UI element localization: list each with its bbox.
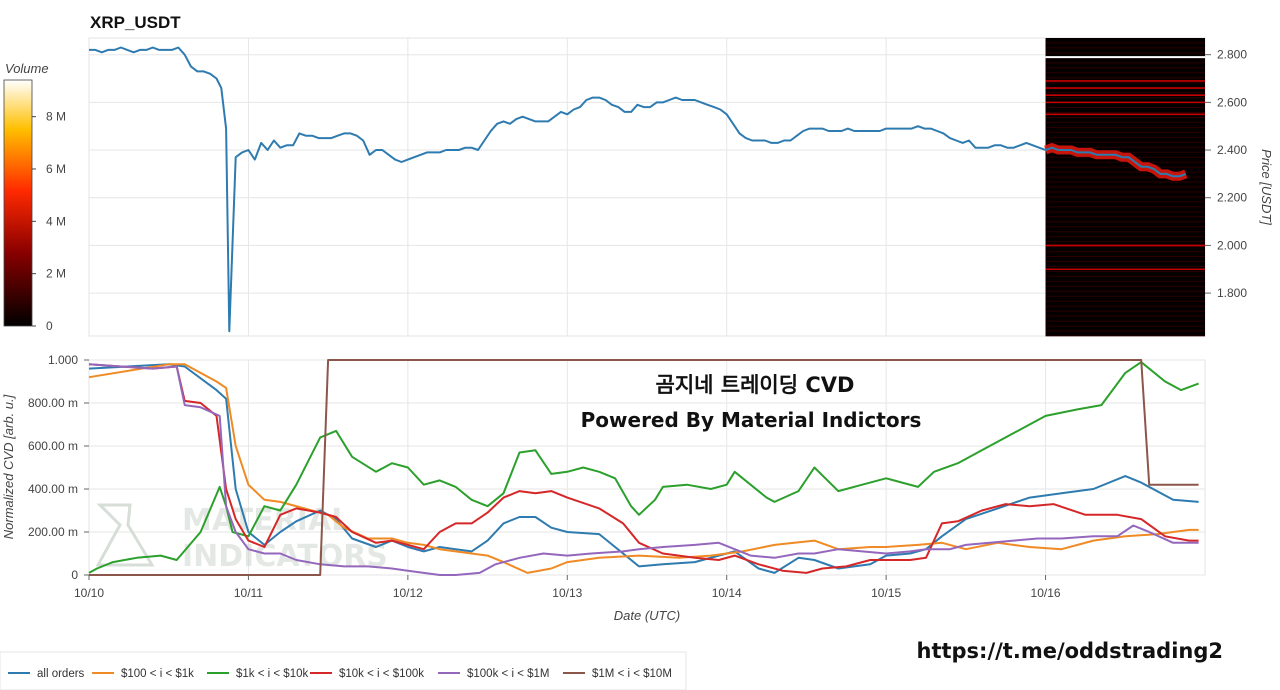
legend-box: [0, 651, 687, 690]
legend-label-3: $10k < i < $100k: [339, 668, 424, 680]
price-tick-label-1: 2.000: [1217, 238, 1247, 252]
colorbar-title: Volume: [5, 61, 49, 76]
date-tick-label-4: 10/14: [712, 586, 742, 600]
watermark-line-1: MATERIAL: [182, 503, 350, 538]
colorbar-tick-label-1: 2 M: [46, 267, 66, 281]
date-tick-label-5: 10/15: [871, 586, 901, 600]
legend-label-2: $1k < i < $10k: [236, 668, 308, 680]
overlay-title: 곰지네 트레이딩 CVD: [656, 373, 855, 397]
watermark-line-2: INDICATORS: [182, 539, 388, 574]
price-line: [89, 46, 1187, 333]
colorbar-gradient: [3, 79, 33, 327]
price-plot-area: [88, 37, 1206, 337]
cvd-axis-label: Normalized CVD [arb. u.]: [1, 394, 16, 539]
legend-label-4: $100k < i < $1M: [467, 668, 549, 680]
date-tick-label-2: 10/12: [393, 586, 423, 600]
cvd-ytick-label-3: 600.00 m: [28, 439, 78, 453]
cvd-panel: MATERIAL INDICATORS 0 200.00 m 400.00 m 600…: [1, 353, 1206, 623]
price-tick-label-4: 2.600: [1217, 95, 1247, 109]
volume-colorbar: Volume 0 2 M 4 M 6 M 8 M: [3, 61, 66, 333]
cvd-ytick-label-1: 200.00 m: [28, 525, 78, 539]
cvd-ytick-label-2: 400.00 m: [28, 482, 78, 496]
cvd-ytick-label-5: 1.000: [48, 353, 78, 367]
colorbar-tick-label-3: 6 M: [46, 162, 66, 176]
x-axis-label: Date (UTC): [614, 608, 680, 623]
date-tick-label-6: 10/16: [1031, 586, 1061, 600]
telegram-link[interactable]: https://t.me/oddstrading2: [917, 639, 1224, 663]
date-tick-label-3: 10/13: [552, 586, 582, 600]
date-tick-label-0: 10/10: [74, 586, 104, 600]
overlay-subtitle: Powered By Material Indictors: [581, 408, 922, 432]
date-tick-label-1: 10/11: [234, 586, 263, 600]
cvd-series-line-1: [88, 363, 1199, 574]
cvd-ytick-label-4: 800.00 m: [28, 396, 78, 410]
cvd-series-line-2: [88, 361, 1199, 574]
flask-watermark-icon: [95, 503, 155, 567]
legend: all orders $100 < i < $1k $1k < i < $10k $1…: [0, 651, 687, 690]
price-panel: XRP_USDT 1.8002.0002.2002.4002.6002.800 …: [88, 13, 1274, 337]
legend-label-1: $100 < i < $1k: [121, 668, 194, 680]
cvd-series-line-3: [88, 363, 1199, 574]
price-panel-title: XRP_USDT: [90, 13, 181, 32]
price-tick-label-2: 2.200: [1217, 191, 1247, 205]
cvd-series-line-5: [89, 359, 1199, 576]
cvd-series-line-0: [88, 363, 1199, 574]
price-axis-label: Price [USDT]: [1259, 149, 1274, 225]
cvd-series-line-4: [88, 363, 1199, 576]
price-tick-label-3: 2.400: [1217, 143, 1247, 157]
price-tick-label-5: 2.800: [1217, 48, 1247, 62]
legend-label-5: $1M < i < $10M: [592, 668, 672, 680]
legend-label-0: all orders: [37, 668, 85, 680]
colorbar-tick-label-0: 0: [46, 319, 53, 333]
cvd-ytick-label-0: 0: [71, 568, 78, 582]
colorbar-tick-label-2: 4 M: [46, 214, 66, 228]
price-tick-label-0: 1.800: [1217, 286, 1247, 300]
colorbar-tick-label-4: 8 M: [46, 110, 66, 124]
